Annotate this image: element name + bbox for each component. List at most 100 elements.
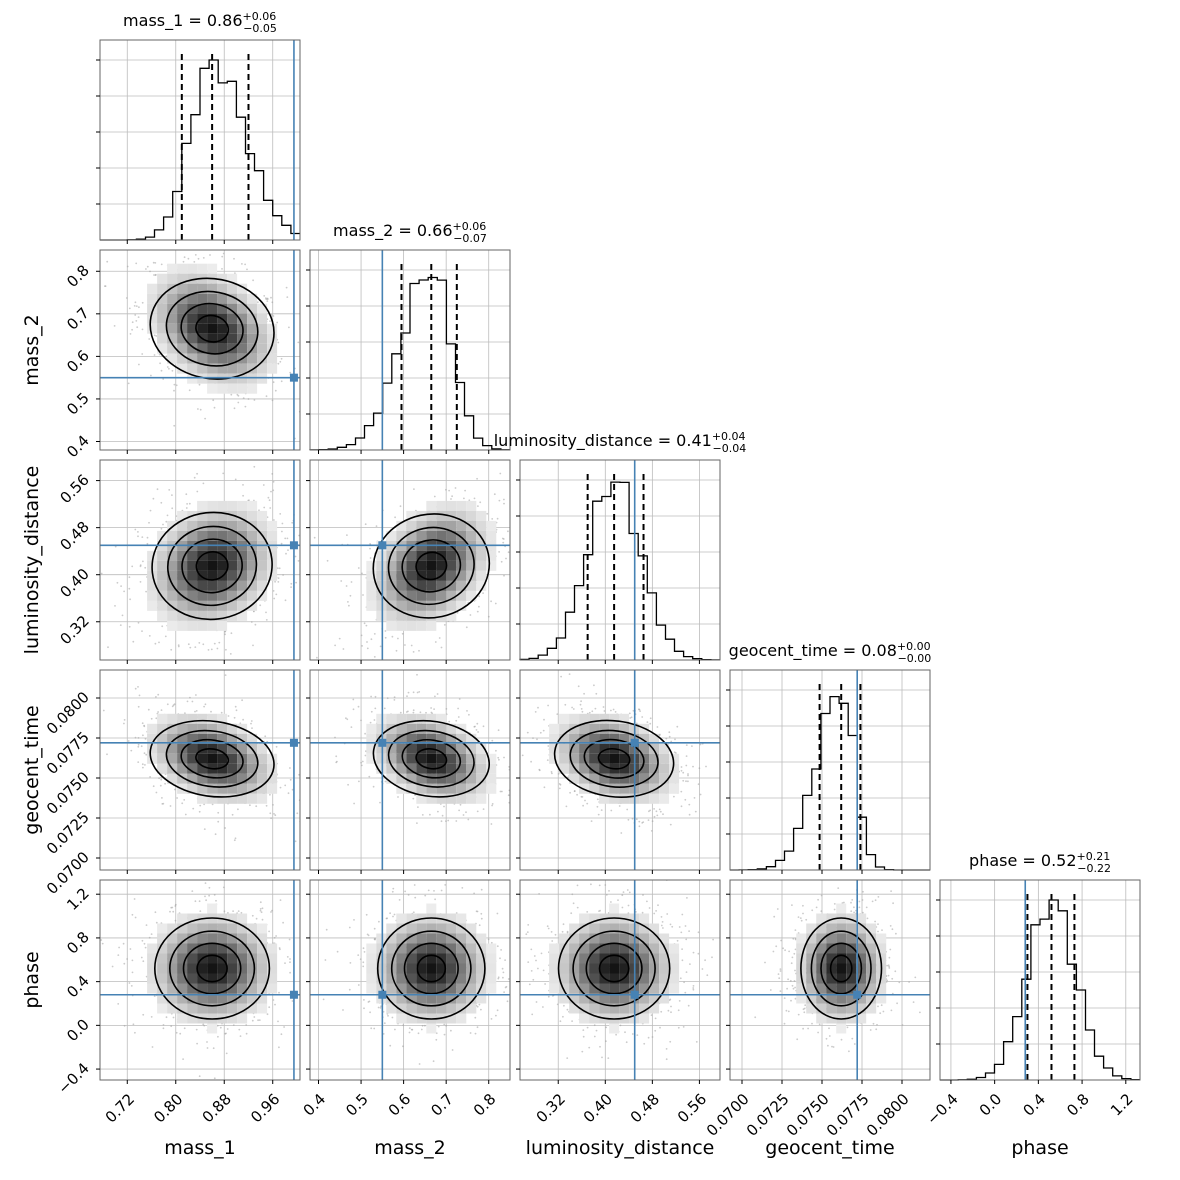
density-cell bbox=[217, 530, 228, 541]
sample-point bbox=[128, 307, 131, 310]
density-cell bbox=[426, 590, 437, 601]
sample-point bbox=[653, 808, 655, 810]
density-cell bbox=[177, 333, 188, 344]
sample-point bbox=[502, 541, 505, 544]
sample-point bbox=[195, 694, 197, 696]
sample-point bbox=[212, 399, 215, 402]
sample-point bbox=[360, 719, 362, 722]
density-cell bbox=[257, 303, 268, 314]
sample-point bbox=[434, 695, 436, 698]
sample-point bbox=[247, 398, 250, 400]
density-cell bbox=[177, 550, 188, 561]
sample-point bbox=[638, 825, 641, 828]
density-cell bbox=[426, 600, 437, 611]
density-cell bbox=[436, 723, 447, 734]
y-tick-label: 0.56 bbox=[56, 471, 92, 507]
sample-point bbox=[528, 602, 530, 604]
density-cell bbox=[147, 550, 158, 561]
density-cell bbox=[446, 783, 457, 794]
sample-point bbox=[334, 644, 336, 647]
sample-point bbox=[209, 254, 211, 256]
contour-1 bbox=[195, 551, 229, 581]
sample-point bbox=[285, 552, 287, 555]
density-cell bbox=[177, 620, 188, 631]
sample-point bbox=[378, 664, 380, 666]
sample-point bbox=[412, 797, 415, 800]
sample-point bbox=[153, 354, 156, 356]
sample-point bbox=[161, 625, 164, 628]
density-cell bbox=[177, 723, 188, 734]
sample-point bbox=[136, 326, 139, 329]
density-layer bbox=[102, 674, 300, 843]
density-cell bbox=[366, 590, 377, 601]
density-cell bbox=[466, 550, 477, 561]
density-cell bbox=[207, 590, 218, 601]
sample-point bbox=[485, 454, 487, 456]
sample-point bbox=[440, 646, 443, 649]
sample-point bbox=[521, 533, 523, 535]
sample-point bbox=[217, 820, 220, 823]
sample-point bbox=[465, 626, 468, 629]
sample-point bbox=[169, 805, 172, 807]
sample-point bbox=[128, 587, 131, 590]
sample-point bbox=[487, 615, 490, 618]
sample-point bbox=[699, 793, 702, 796]
density-cell bbox=[267, 530, 278, 541]
sample-point bbox=[168, 243, 170, 245]
density-cell bbox=[177, 510, 188, 521]
sample-point bbox=[296, 812, 299, 815]
density-cell bbox=[207, 713, 218, 724]
sample-point bbox=[224, 827, 227, 829]
sample-point bbox=[269, 812, 272, 815]
sample-point bbox=[412, 691, 415, 694]
sample-point bbox=[250, 621, 253, 623]
density-cell bbox=[167, 610, 178, 621]
sample-point bbox=[551, 772, 553, 775]
sample-point bbox=[160, 527, 163, 530]
density-cell bbox=[416, 713, 427, 724]
sample-point bbox=[688, 803, 691, 806]
sample-point bbox=[165, 520, 168, 523]
sample-point bbox=[632, 709, 635, 712]
density-cell bbox=[167, 723, 178, 734]
panel-frame bbox=[519, 459, 721, 661]
sample-point bbox=[646, 721, 649, 723]
sample-point bbox=[286, 296, 289, 298]
sample-point bbox=[394, 679, 396, 681]
sample-point bbox=[271, 301, 274, 304]
density-cell bbox=[157, 733, 168, 744]
contour-2 bbox=[401, 539, 462, 593]
sample-point bbox=[141, 536, 144, 538]
density-cell bbox=[456, 793, 467, 804]
sample-point bbox=[235, 709, 238, 712]
sample-point bbox=[347, 783, 349, 786]
sample-point bbox=[362, 594, 364, 596]
sample-point bbox=[277, 577, 280, 579]
density-cell bbox=[227, 333, 238, 344]
sample-point bbox=[537, 706, 539, 709]
density-cell bbox=[217, 333, 228, 344]
density-cell bbox=[267, 763, 278, 774]
density-cell bbox=[267, 570, 278, 581]
density-cell bbox=[187, 723, 198, 734]
sample-point bbox=[294, 840, 297, 843]
sample-point bbox=[194, 678, 196, 680]
sample-point bbox=[272, 315, 275, 317]
density-cell bbox=[197, 570, 208, 581]
contour-3 bbox=[387, 526, 475, 606]
histogram-mass_2 bbox=[309, 276, 510, 451]
sample-point bbox=[282, 574, 284, 576]
sample-point bbox=[186, 503, 189, 505]
sample-point bbox=[498, 758, 500, 761]
sample-point bbox=[326, 559, 329, 562]
density-cell bbox=[476, 773, 487, 784]
panel-mass_2-vs-geocent_time bbox=[306, 669, 511, 874]
sample-point bbox=[421, 814, 424, 816]
sample-point bbox=[144, 738, 147, 740]
sample-point bbox=[499, 790, 502, 793]
density-cell bbox=[456, 753, 467, 764]
sample-point bbox=[192, 807, 195, 810]
sample-point bbox=[173, 383, 176, 386]
sample-point bbox=[195, 710, 198, 712]
